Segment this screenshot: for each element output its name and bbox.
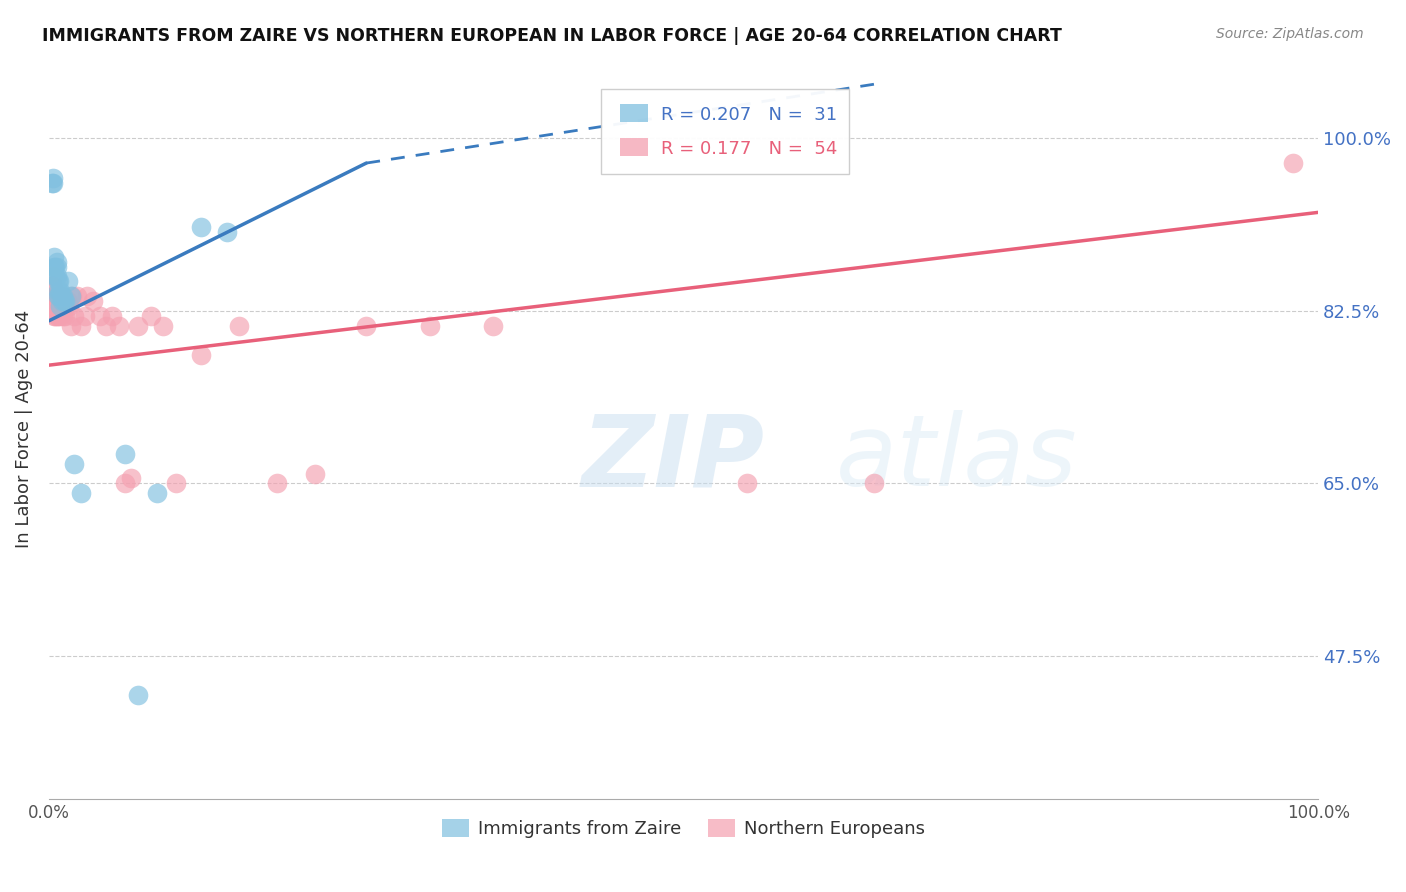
- Point: [69, 486, 91, 500]
- Point: [49, 289, 72, 303]
- Point: [863, 476, 886, 491]
- Point: [139, 309, 162, 323]
- Point: [266, 476, 288, 491]
- FancyBboxPatch shape: [620, 137, 648, 156]
- Point: [107, 318, 129, 333]
- Point: [41, 299, 63, 313]
- Point: [228, 318, 250, 333]
- Point: [94, 318, 117, 333]
- Point: [49, 284, 72, 298]
- Point: [356, 318, 378, 333]
- Point: [121, 471, 143, 485]
- Point: [46, 309, 69, 323]
- Point: [190, 348, 212, 362]
- Point: [46, 284, 69, 298]
- Point: [58, 299, 80, 313]
- Point: [42, 170, 65, 185]
- Point: [44, 309, 66, 323]
- Text: R = 0.207   N =  31: R = 0.207 N = 31: [661, 106, 837, 124]
- Point: [45, 260, 67, 274]
- Text: atlas: atlas: [835, 410, 1077, 508]
- Point: [1281, 156, 1303, 170]
- Point: [41, 279, 63, 293]
- Text: R = 0.177   N =  54: R = 0.177 N = 54: [661, 140, 837, 158]
- Point: [127, 689, 149, 703]
- Point: [48, 299, 70, 313]
- Point: [165, 476, 187, 491]
- Point: [44, 299, 66, 313]
- FancyBboxPatch shape: [620, 103, 648, 121]
- Point: [146, 486, 169, 500]
- Point: [42, 269, 65, 284]
- Legend: Immigrants from Zaire, Northern Europeans: Immigrants from Zaire, Northern European…: [434, 812, 932, 846]
- Point: [304, 467, 326, 481]
- Point: [49, 309, 72, 323]
- Point: [42, 309, 65, 323]
- Point: [735, 476, 758, 491]
- Point: [101, 309, 124, 323]
- Point: [89, 309, 111, 323]
- Point: [51, 289, 73, 303]
- Point: [82, 294, 104, 309]
- Point: [482, 318, 505, 333]
- Point: [46, 274, 69, 288]
- Point: [49, 299, 72, 313]
- Point: [51, 289, 73, 303]
- Point: [56, 274, 79, 288]
- Point: [48, 289, 70, 303]
- Point: [51, 299, 73, 313]
- Point: [52, 309, 75, 323]
- Point: [190, 220, 212, 235]
- Point: [46, 289, 69, 303]
- Point: [69, 318, 91, 333]
- Point: [42, 250, 65, 264]
- Text: IMMIGRANTS FROM ZAIRE VS NORTHERN EUROPEAN IN LABOR FORCE | AGE 20-64 CORRELATIO: IMMIGRANTS FROM ZAIRE VS NORTHERN EUROPE…: [42, 27, 1062, 45]
- Point: [44, 289, 66, 303]
- Point: [45, 269, 67, 284]
- Point: [63, 309, 86, 323]
- Point: [63, 457, 86, 471]
- Point: [215, 225, 238, 239]
- Point: [59, 289, 82, 303]
- Point: [51, 294, 73, 309]
- FancyBboxPatch shape: [600, 89, 849, 174]
- Point: [76, 289, 98, 303]
- Point: [44, 260, 66, 274]
- Point: [45, 309, 67, 323]
- Text: Source: ZipAtlas.com: Source: ZipAtlas.com: [1216, 27, 1364, 41]
- Point: [48, 289, 70, 303]
- Point: [42, 176, 65, 190]
- Point: [55, 294, 77, 309]
- Point: [66, 289, 89, 303]
- Text: ZIP: ZIP: [582, 410, 765, 508]
- Point: [52, 294, 75, 309]
- Point: [42, 260, 65, 274]
- Point: [48, 274, 70, 288]
- Point: [53, 294, 76, 309]
- Point: [44, 269, 66, 284]
- Point: [114, 447, 136, 461]
- Point: [46, 289, 69, 303]
- Point: [127, 318, 149, 333]
- Point: [45, 254, 67, 268]
- Point: [41, 176, 63, 190]
- Point: [114, 476, 136, 491]
- Point: [53, 294, 76, 309]
- Point: [419, 318, 441, 333]
- Point: [152, 318, 174, 333]
- Point: [55, 309, 77, 323]
- Point: [73, 309, 96, 323]
- Point: [42, 289, 65, 303]
- Y-axis label: In Labor Force | Age 20-64: In Labor Force | Age 20-64: [15, 310, 32, 549]
- Point: [56, 294, 79, 309]
- Point: [52, 289, 75, 303]
- Point: [45, 299, 67, 313]
- Point: [59, 318, 82, 333]
- Point: [60, 289, 83, 303]
- Point: [55, 294, 77, 309]
- Point: [42, 279, 65, 293]
